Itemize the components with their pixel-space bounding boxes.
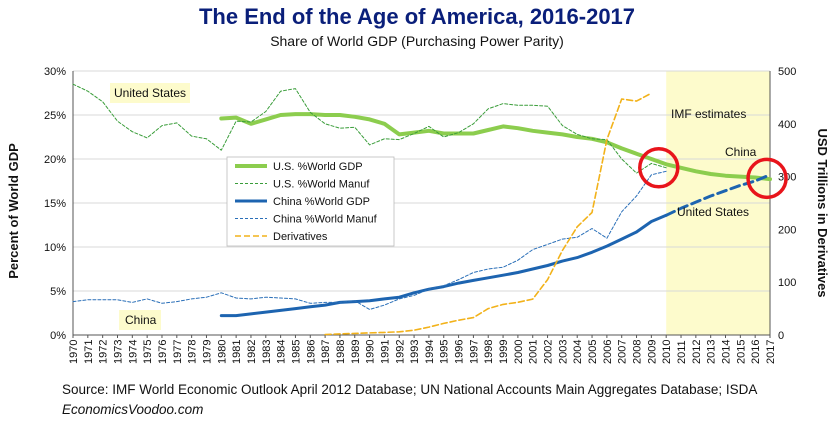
series-line-china-world-gdp-imf-estimate	[664, 173, 772, 217]
x-tick-label: 2007	[617, 340, 629, 364]
x-tick-label: 2010	[661, 340, 673, 364]
x-tick-label: 1998	[483, 340, 495, 364]
x-tick-label: 1971	[83, 340, 95, 364]
x-tick-label: 2002	[543, 340, 555, 364]
x-tick-label: 1984	[276, 340, 288, 364]
series-line-china-world-gdp	[219, 213, 668, 318]
united-states-label: United States	[114, 86, 186, 100]
y-tick-label: 20%	[44, 154, 66, 166]
x-tick-label: 2017	[765, 340, 777, 364]
x-tick-label: 2000	[513, 340, 525, 364]
united-states-right-label: United States	[677, 205, 749, 219]
x-tick-label: 1994	[424, 340, 436, 364]
y-tick-label: 25%	[44, 110, 66, 122]
imf-estimates-label: IMF estimates	[671, 107, 746, 121]
x-tick-label: 1981	[231, 340, 243, 364]
x-tick-label: 1972	[98, 340, 110, 364]
x-tick-label: 1992	[394, 340, 406, 364]
china-label: China	[125, 313, 157, 327]
china-label-bg	[119, 310, 161, 330]
legend-entry: China %World GDP	[273, 196, 370, 208]
x-tick-label: 1970	[68, 340, 80, 364]
site-credit: EconomicsVoodoo.com	[62, 402, 204, 417]
x-tick-label: 1990	[365, 340, 377, 364]
y-tick-label: 5%	[50, 286, 66, 298]
y-tick-label: 10%	[44, 242, 66, 254]
x-tick-label: 1980	[216, 340, 228, 364]
legend-entry: Derivatives	[273, 231, 328, 243]
y2-tick-label: 200	[778, 224, 796, 236]
x-tick-label: 2006	[602, 340, 614, 364]
y-tick-label: 0%	[50, 330, 66, 342]
x-tick-label: 1973	[112, 340, 124, 364]
x-tick-label: 1974	[127, 340, 139, 364]
crossover-circle	[638, 147, 680, 189]
legend-entry: U.S. %World GDP	[273, 161, 363, 173]
y2-axis-title: USD Trillions in Derivatives	[815, 128, 830, 297]
crossover-circle	[746, 157, 788, 200]
x-tick-label: 1975	[142, 340, 154, 364]
legend-entry: U.S. %World Manuf	[273, 179, 370, 191]
x-tick-label: 1997	[468, 340, 480, 364]
united-states-label-bg	[110, 83, 190, 103]
x-tick-label: 1993	[409, 340, 421, 364]
y2-tick-label: 400	[778, 119, 796, 131]
x-tick-label: 2016	[750, 340, 762, 364]
x-tick-label: 1989	[350, 340, 362, 364]
x-tick-label: 2013	[706, 340, 718, 364]
x-tick-label: 1978	[187, 340, 199, 364]
series-line-china-world-manuf	[72, 170, 667, 310]
x-tick-label: 1977	[172, 340, 184, 364]
y2-tick-label: 500	[778, 66, 796, 78]
x-tick-label: 2005	[587, 340, 599, 364]
y2-tick-label: 100	[778, 277, 796, 289]
x-tick-label: 1988	[335, 340, 347, 364]
x-tick-label: 1983	[261, 340, 273, 364]
x-tick-label: 1976	[157, 340, 169, 364]
x-tick-label: 1991	[379, 340, 391, 364]
y-tick-label: 30%	[44, 66, 66, 78]
x-tick-label: 2004	[572, 340, 584, 364]
chart-title: The End of the Age of America, 2016-2017	[198, 4, 636, 29]
x-tick-label: 1979	[201, 340, 213, 364]
series-line-u-s-world-manuf	[72, 83, 667, 174]
china-right-label: China	[725, 145, 757, 159]
x-tick-label: 2015	[735, 340, 747, 364]
legend-entry: China %World Manuf	[273, 214, 378, 226]
series-line-derivatives	[324, 92, 653, 336]
y2-tick-label: 0	[778, 330, 784, 342]
x-tick-label: 1995	[439, 340, 451, 364]
x-tick-label: 1996	[454, 340, 466, 364]
x-tick-label: 1986	[305, 340, 317, 364]
y-tick-label: 15%	[44, 198, 66, 210]
x-tick-label: 2001	[528, 340, 540, 364]
y-axis-title: Percent of World GDP	[6, 143, 21, 279]
x-tick-label: 2008	[632, 340, 644, 364]
chart-subtitle: Share of World GDP (Purchasing Power Par…	[270, 33, 564, 49]
x-tick-label: 2003	[557, 340, 569, 364]
x-tick-label: 2009	[646, 340, 658, 364]
x-tick-label: 2014	[721, 340, 733, 364]
x-tick-label: 2011	[676, 340, 688, 364]
x-tick-label: 1985	[290, 340, 302, 364]
x-tick-label: 1999	[498, 340, 510, 364]
x-tick-label: 1987	[320, 340, 332, 364]
source-note: Source: IMF World Economic Outlook April…	[62, 382, 758, 397]
x-tick-label: 2012	[691, 340, 703, 364]
x-tick-label: 1982	[246, 340, 258, 364]
